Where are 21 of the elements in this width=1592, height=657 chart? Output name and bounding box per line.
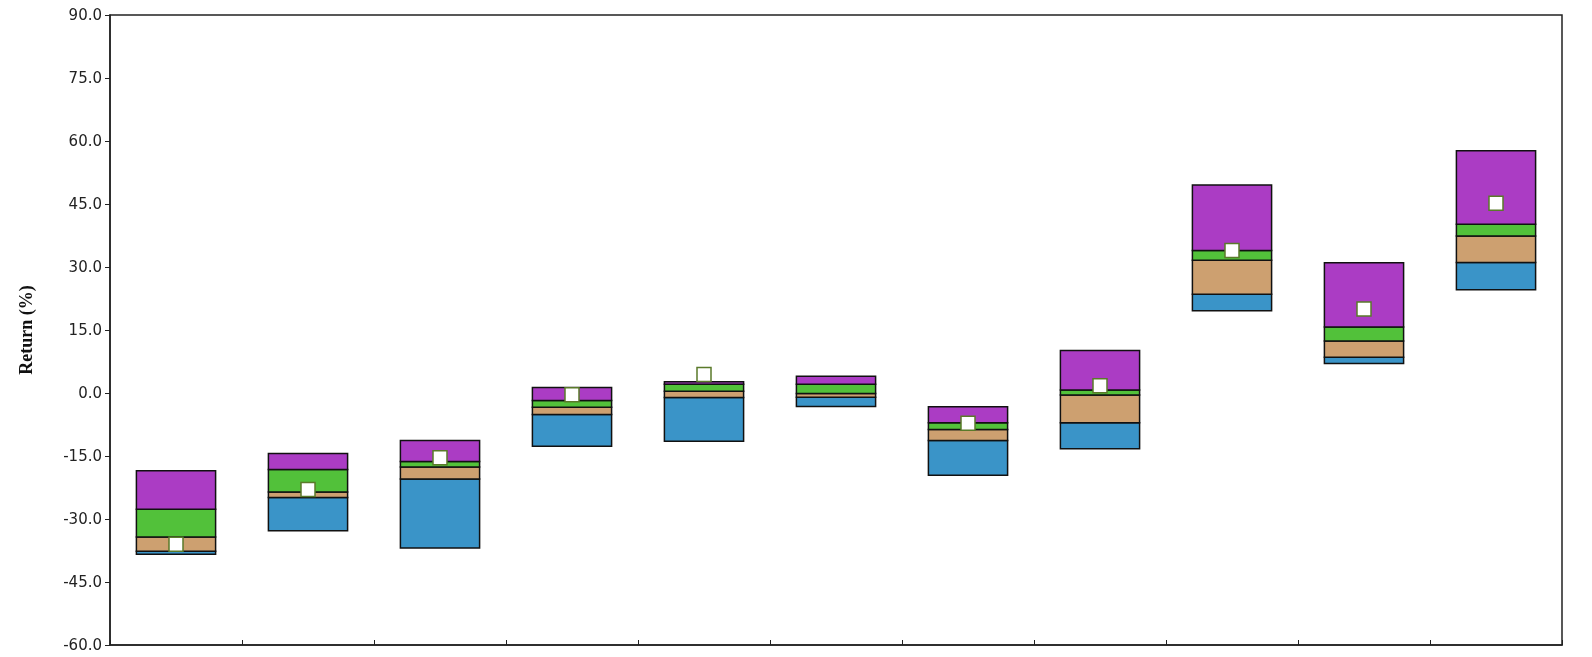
y-tick-label: -60.0 (63, 636, 102, 654)
point (1224, 242, 1240, 259)
y-tick-label: 30.0 (68, 258, 102, 276)
y-tick-label: 15.0 (68, 321, 102, 339)
y-tick-label: 75.0 (68, 69, 102, 87)
point (1488, 195, 1504, 211)
y-tick-label: 90.0 (68, 6, 102, 24)
point (432, 449, 448, 466)
point (1356, 301, 1372, 317)
y-tick-label: 45.0 (68, 195, 102, 213)
y-tick-label: 60.0 (68, 132, 102, 150)
y-tick-label: -30.0 (63, 510, 102, 528)
point (300, 481, 316, 498)
y-axis-title: Return (%) (16, 285, 37, 375)
y-tick-label: 0.0 (78, 384, 102, 402)
point (168, 536, 184, 552)
point (1092, 378, 1108, 394)
point (960, 415, 976, 431)
y-tick-label: -45.0 (63, 573, 102, 591)
y-tick-label: -15.0 (63, 447, 102, 465)
point (564, 386, 580, 403)
